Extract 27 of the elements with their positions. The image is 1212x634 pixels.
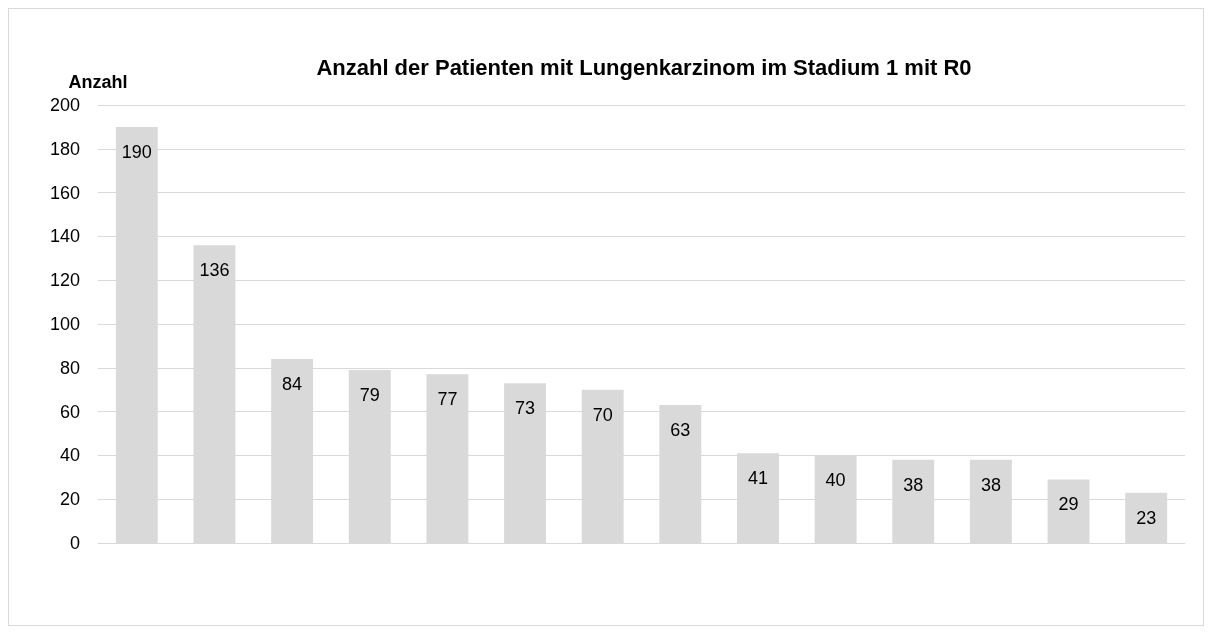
y-tick-label: 60	[59, 401, 80, 422]
data-label: 73	[515, 398, 536, 419]
y-tick-label: 80	[59, 357, 80, 378]
data-label: 23	[1136, 507, 1157, 528]
data-label: 70	[592, 404, 613, 425]
data-label: 84	[282, 374, 303, 395]
y-tick-label: 160	[49, 182, 80, 203]
y-tick-label: 200	[49, 95, 80, 115]
data-label: 77	[437, 389, 458, 410]
data-label: 190	[121, 141, 152, 162]
data-label: 29	[1058, 494, 1079, 515]
y-tick-label: 20	[59, 489, 80, 510]
y-tick-label: 100	[49, 314, 80, 334]
data-label: 38	[903, 474, 924, 495]
y-axis-title: Anzahl	[68, 72, 128, 92]
y-tick-label: 120	[49, 270, 80, 291]
data-label: 136	[199, 260, 230, 281]
y-tick-label: 40	[59, 445, 80, 466]
data-label: 40	[825, 470, 846, 491]
data-label: 63	[670, 420, 691, 441]
data-label: 41	[747, 468, 768, 489]
data-label: 38	[980, 474, 1001, 495]
data-label: 79	[359, 384, 380, 405]
chart-title: Anzahl der Patienten mit Lungenkarzinom im Stadium 1 mit R0	[316, 54, 972, 80]
y-tick-label: 140	[49, 226, 80, 247]
y-tick-label: 0	[69, 533, 80, 553]
y-tick-label: 180	[49, 138, 80, 159]
